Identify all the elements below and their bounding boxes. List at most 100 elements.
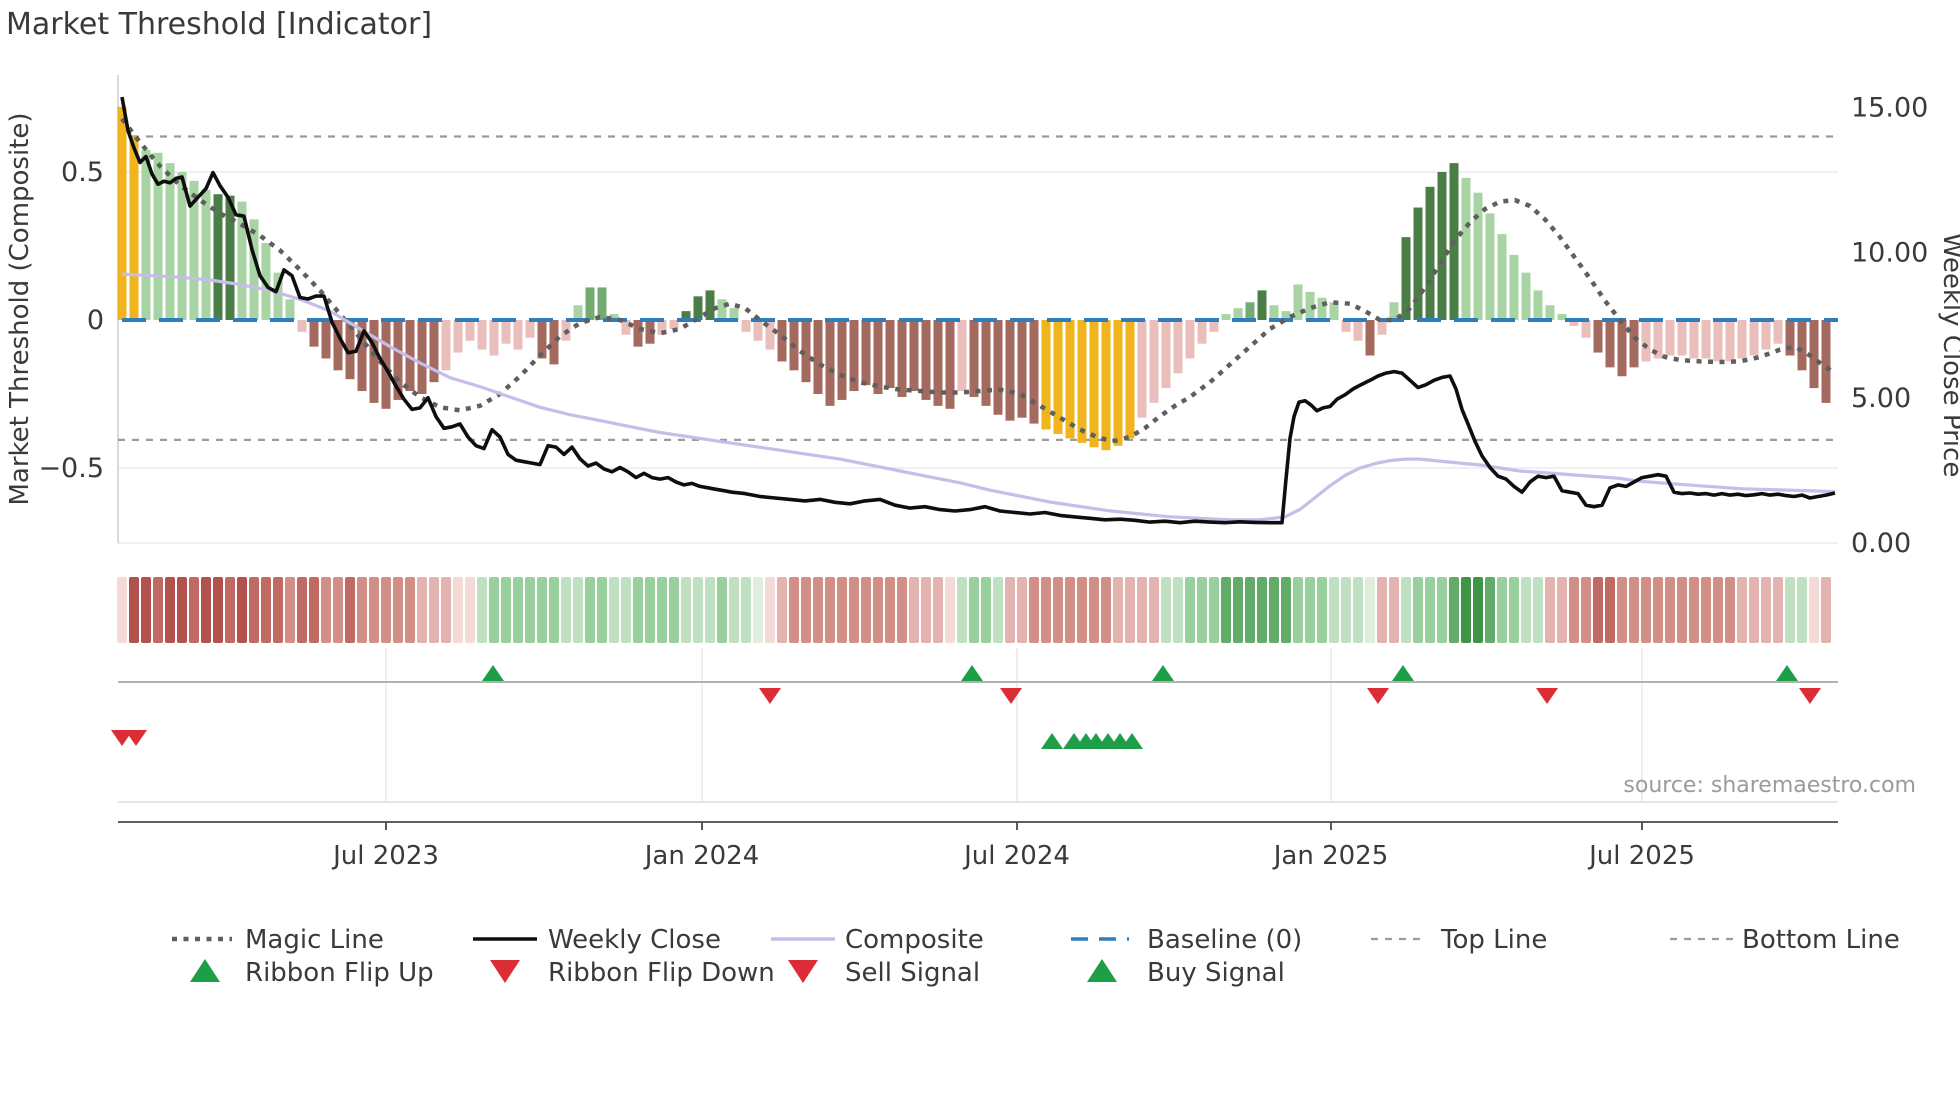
histogram-bar bbox=[1593, 320, 1603, 353]
legend-label: Weekly Close bbox=[548, 925, 721, 955]
y-axis-right: 15.00 10.00 5.00 0.00 Weekly Close Price bbox=[1851, 92, 1960, 559]
histogram-bar bbox=[465, 320, 475, 341]
x-tick-label: Jan 2025 bbox=[1272, 841, 1389, 871]
buy-signal-marker bbox=[1041, 733, 1063, 749]
ribbon-cell bbox=[381, 577, 391, 643]
histogram-bar bbox=[525, 320, 535, 338]
histogram-bar bbox=[1617, 320, 1627, 377]
ribbon-cell bbox=[1797, 577, 1807, 643]
ribbon-cell bbox=[1389, 577, 1399, 643]
legend-label: Composite bbox=[845, 925, 984, 955]
ribbon-cell bbox=[1737, 577, 1747, 643]
ribbon-cell bbox=[1413, 577, 1423, 643]
histogram-bar bbox=[741, 320, 751, 332]
ribbon-cell bbox=[1425, 577, 1435, 643]
ribbon-cell bbox=[249, 577, 259, 643]
histogram-bar bbox=[1605, 320, 1615, 368]
ribbon-cell bbox=[897, 577, 907, 643]
histogram-bar bbox=[321, 320, 331, 359]
up-triangle-icon bbox=[190, 959, 220, 982]
ribbon-cell bbox=[861, 577, 871, 643]
histogram-bar bbox=[837, 320, 847, 400]
ribbon-cell bbox=[1053, 577, 1063, 643]
ribbon-cell bbox=[645, 577, 655, 643]
histogram-bar bbox=[1173, 320, 1183, 374]
ribbon-cell bbox=[981, 577, 991, 643]
histogram-bar bbox=[1017, 320, 1027, 418]
ribbon-cell bbox=[1641, 577, 1651, 643]
histogram-bar bbox=[1341, 320, 1351, 332]
histogram-bar bbox=[369, 320, 379, 403]
histogram-bar bbox=[141, 149, 151, 320]
histogram-bar bbox=[1281, 311, 1291, 320]
ribbon-cell bbox=[429, 577, 439, 643]
ribbon-cell bbox=[501, 577, 511, 643]
ribbon-cell bbox=[1521, 577, 1531, 643]
ribbon-cell bbox=[1293, 577, 1303, 643]
ribbon-cell bbox=[477, 577, 487, 643]
histogram-bar bbox=[1701, 320, 1711, 359]
histogram-bar bbox=[477, 320, 487, 350]
ribbon-cell bbox=[1281, 577, 1291, 643]
x-tick-label: Jul 2025 bbox=[1587, 841, 1695, 871]
ribbon-cell bbox=[1689, 577, 1699, 643]
histogram-bar bbox=[405, 320, 415, 392]
histogram-bar bbox=[921, 320, 931, 400]
ribbon-cell bbox=[141, 577, 151, 643]
ribbon-cell bbox=[1569, 577, 1579, 643]
histogram-bar bbox=[537, 320, 547, 359]
histogram-bar bbox=[993, 320, 1003, 415]
ribbon-cell bbox=[465, 577, 475, 643]
histogram-bar bbox=[249, 219, 259, 320]
ribbon-cell bbox=[153, 577, 163, 643]
ribbon-cell bbox=[1101, 577, 1111, 643]
histogram-bar bbox=[273, 272, 283, 320]
ribbon-cell bbox=[549, 577, 559, 643]
ribbon-flip-up-marker bbox=[482, 665, 504, 681]
ribbon-cell bbox=[801, 577, 811, 643]
histogram-bar bbox=[1569, 320, 1579, 326]
ribbon-cell bbox=[753, 577, 763, 643]
ribbon-cell bbox=[849, 577, 859, 643]
histogram-bar bbox=[1197, 320, 1207, 344]
histogram-bar bbox=[1041, 320, 1051, 430]
histogram-bar bbox=[1533, 290, 1543, 320]
ribbon-cell bbox=[777, 577, 787, 643]
ribbon-flip-up-marker bbox=[1392, 665, 1414, 681]
ribbon-cell bbox=[1161, 577, 1171, 643]
down-triangle-icon bbox=[788, 960, 818, 983]
ribbon-cell bbox=[1269, 577, 1279, 643]
left-tick-label: 0 bbox=[87, 305, 104, 336]
ribbon-cell bbox=[513, 577, 523, 643]
reference-lines bbox=[118, 135, 1838, 441]
histogram-bar bbox=[393, 320, 403, 400]
ribbon-cell bbox=[405, 577, 415, 643]
histogram-bar bbox=[1077, 320, 1087, 443]
buy-signal-marker bbox=[1121, 733, 1143, 749]
histogram-bar bbox=[633, 320, 643, 347]
ribbon-cell bbox=[1341, 577, 1351, 643]
composite-line bbox=[121, 272, 1836, 522]
legend-label: Magic Line bbox=[245, 925, 384, 955]
ribbon-flip-down-marker bbox=[1000, 688, 1022, 704]
histogram-bar bbox=[1581, 320, 1591, 338]
histogram-bar bbox=[729, 308, 739, 320]
ribbon-cell bbox=[333, 577, 343, 643]
ribbon-cell bbox=[1581, 577, 1591, 643]
histogram-bar bbox=[1821, 320, 1831, 403]
ribbon-cell bbox=[1305, 577, 1315, 643]
x-tick-label: Jul 2023 bbox=[331, 841, 439, 871]
ribbon-cell bbox=[1077, 577, 1087, 643]
legend-label: Top Line bbox=[1440, 925, 1547, 955]
ribbon-cell bbox=[225, 577, 235, 643]
page-title: Market Threshold [Indicator] bbox=[6, 7, 432, 42]
ribbon-cell bbox=[1113, 577, 1123, 643]
ribbon-cell bbox=[921, 577, 931, 643]
histogram-bar bbox=[1365, 320, 1375, 356]
histogram-bar bbox=[1353, 320, 1363, 341]
ribbon-cell bbox=[117, 577, 127, 643]
histogram-bar bbox=[945, 320, 955, 409]
histogram-bar bbox=[765, 320, 775, 350]
histogram-bar bbox=[381, 320, 391, 409]
up-triangle-icon bbox=[1087, 959, 1117, 982]
